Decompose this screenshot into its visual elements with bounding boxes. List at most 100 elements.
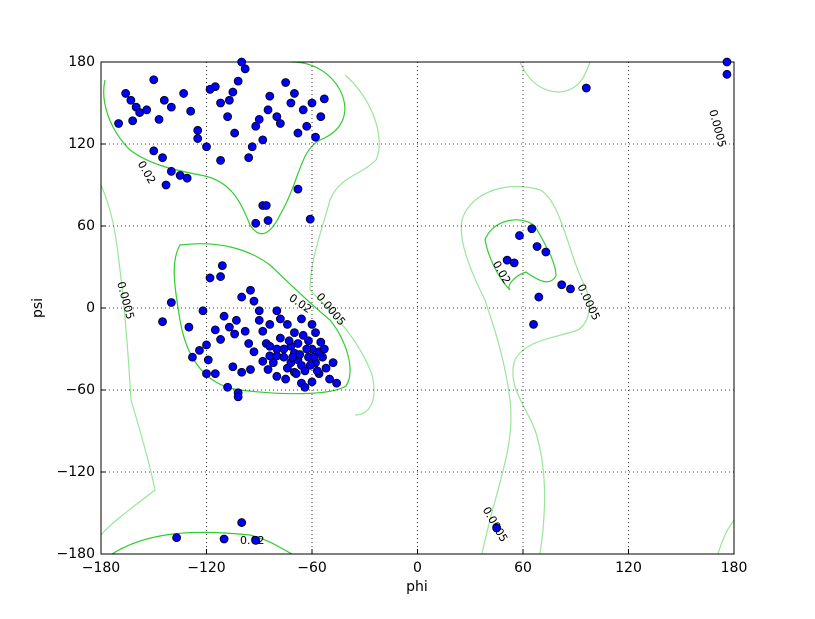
x-tick-label: 0 bbox=[413, 560, 422, 576]
point bbox=[311, 132, 320, 142]
y-tick-label: 120 bbox=[68, 136, 95, 152]
point bbox=[293, 339, 303, 348]
point bbox=[268, 358, 278, 368]
point bbox=[509, 258, 519, 268]
point bbox=[298, 105, 308, 115]
point bbox=[309, 352, 319, 362]
contour-line bbox=[519, 61, 591, 93]
point bbox=[541, 247, 551, 257]
point bbox=[166, 102, 176, 112]
point bbox=[272, 112, 282, 122]
point bbox=[279, 352, 289, 362]
point bbox=[166, 166, 176, 176]
y-tick-label: −120 bbox=[57, 464, 95, 480]
point bbox=[261, 201, 271, 210]
point bbox=[230, 329, 240, 339]
point bbox=[532, 242, 542, 251]
point bbox=[254, 315, 264, 325]
point bbox=[265, 319, 275, 329]
y-axis-label: psi bbox=[30, 298, 46, 318]
point bbox=[305, 214, 315, 224]
point bbox=[240, 64, 250, 74]
x-tick-label: −120 bbox=[187, 560, 225, 576]
point bbox=[249, 347, 259, 357]
point bbox=[307, 98, 317, 108]
point bbox=[515, 231, 524, 240]
contour-line bbox=[717, 519, 735, 555]
contours bbox=[100, 61, 735, 555]
point bbox=[216, 272, 225, 281]
point bbox=[149, 75, 159, 85]
point bbox=[237, 367, 247, 377]
point bbox=[279, 344, 289, 354]
point bbox=[275, 119, 285, 128]
x-tick-label: −180 bbox=[82, 560, 120, 576]
point bbox=[286, 98, 296, 108]
point bbox=[492, 523, 502, 533]
y-tick-label: 180 bbox=[68, 54, 95, 70]
point bbox=[246, 365, 255, 374]
point bbox=[223, 382, 233, 392]
point bbox=[251, 535, 261, 545]
y-tick-label: −60 bbox=[65, 382, 95, 398]
point bbox=[219, 311, 229, 321]
point bbox=[332, 378, 342, 388]
point bbox=[291, 369, 301, 379]
point bbox=[126, 95, 136, 105]
point bbox=[281, 374, 291, 384]
point bbox=[272, 306, 282, 316]
point bbox=[161, 180, 171, 190]
point bbox=[263, 216, 273, 225]
point bbox=[300, 366, 310, 376]
contour-line bbox=[461, 186, 590, 555]
point bbox=[210, 82, 220, 91]
point bbox=[319, 94, 329, 104]
point bbox=[158, 153, 167, 163]
point bbox=[166, 298, 176, 307]
point bbox=[244, 339, 254, 348]
point bbox=[258, 326, 268, 336]
contour-line bbox=[103, 61, 346, 235]
point bbox=[186, 106, 196, 116]
point bbox=[216, 335, 225, 344]
point bbox=[202, 340, 211, 350]
x-tick-label: 180 bbox=[721, 560, 748, 576]
point bbox=[254, 115, 264, 124]
point bbox=[210, 325, 220, 335]
x-axis-label: phi bbox=[406, 579, 428, 595]
point bbox=[184, 322, 194, 332]
point bbox=[272, 351, 282, 361]
point bbox=[188, 352, 197, 362]
point bbox=[240, 326, 250, 336]
point bbox=[219, 534, 229, 544]
point bbox=[305, 360, 315, 370]
point bbox=[304, 336, 313, 346]
point bbox=[179, 89, 189, 98]
point bbox=[210, 369, 220, 379]
contour-line bbox=[460, 219, 512, 555]
point bbox=[154, 115, 164, 124]
point bbox=[288, 352, 298, 362]
point bbox=[216, 155, 225, 165]
point bbox=[193, 134, 203, 143]
point bbox=[128, 116, 138, 126]
point bbox=[293, 128, 303, 138]
point bbox=[312, 366, 322, 376]
point bbox=[258, 135, 268, 145]
point bbox=[272, 371, 282, 381]
point bbox=[114, 119, 123, 128]
point bbox=[321, 363, 331, 373]
point bbox=[557, 280, 567, 290]
point bbox=[527, 224, 537, 234]
point bbox=[172, 533, 182, 542]
point bbox=[247, 142, 257, 152]
point bbox=[282, 319, 292, 329]
point bbox=[566, 284, 575, 294]
point bbox=[275, 314, 285, 324]
point bbox=[581, 83, 591, 93]
y-tick-label: 60 bbox=[77, 218, 95, 234]
point bbox=[258, 356, 268, 366]
point bbox=[290, 89, 299, 98]
